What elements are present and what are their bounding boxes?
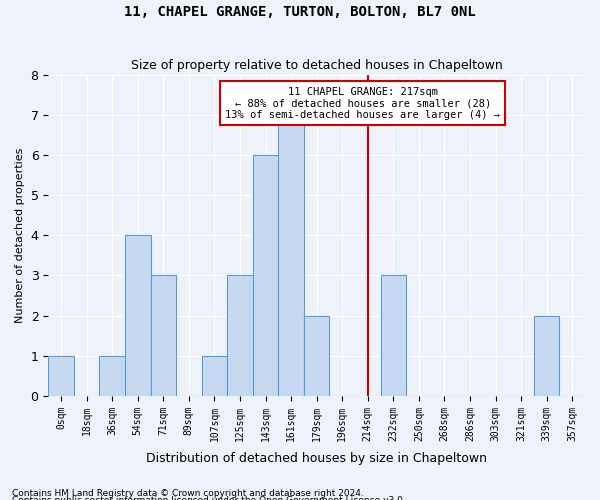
Text: 11 CHAPEL GRANGE: 217sqm
← 88% of detached houses are smaller (28)
13% of semi-d: 11 CHAPEL GRANGE: 217sqm ← 88% of detach… <box>225 86 500 120</box>
Text: Contains HM Land Registry data © Crown copyright and database right 2024.: Contains HM Land Registry data © Crown c… <box>12 488 364 498</box>
Text: Contains public sector information licensed under the Open Government Licence v3: Contains public sector information licen… <box>12 496 406 500</box>
Bar <box>100 356 125 396</box>
Text: 11, CHAPEL GRANGE, TURTON, BOLTON, BL7 0NL: 11, CHAPEL GRANGE, TURTON, BOLTON, BL7 0… <box>124 5 476 19</box>
Bar <box>227 276 253 396</box>
Bar <box>151 276 176 396</box>
Bar <box>202 356 227 396</box>
Bar <box>534 316 559 396</box>
Bar <box>125 235 151 396</box>
Bar <box>380 276 406 396</box>
Bar <box>48 356 74 396</box>
X-axis label: Distribution of detached houses by size in Chapeltown: Distribution of detached houses by size … <box>146 452 487 465</box>
Bar <box>304 316 329 396</box>
Bar <box>278 114 304 396</box>
Title: Size of property relative to detached houses in Chapeltown: Size of property relative to detached ho… <box>131 59 503 72</box>
Bar <box>253 155 278 396</box>
Y-axis label: Number of detached properties: Number of detached properties <box>15 148 25 323</box>
